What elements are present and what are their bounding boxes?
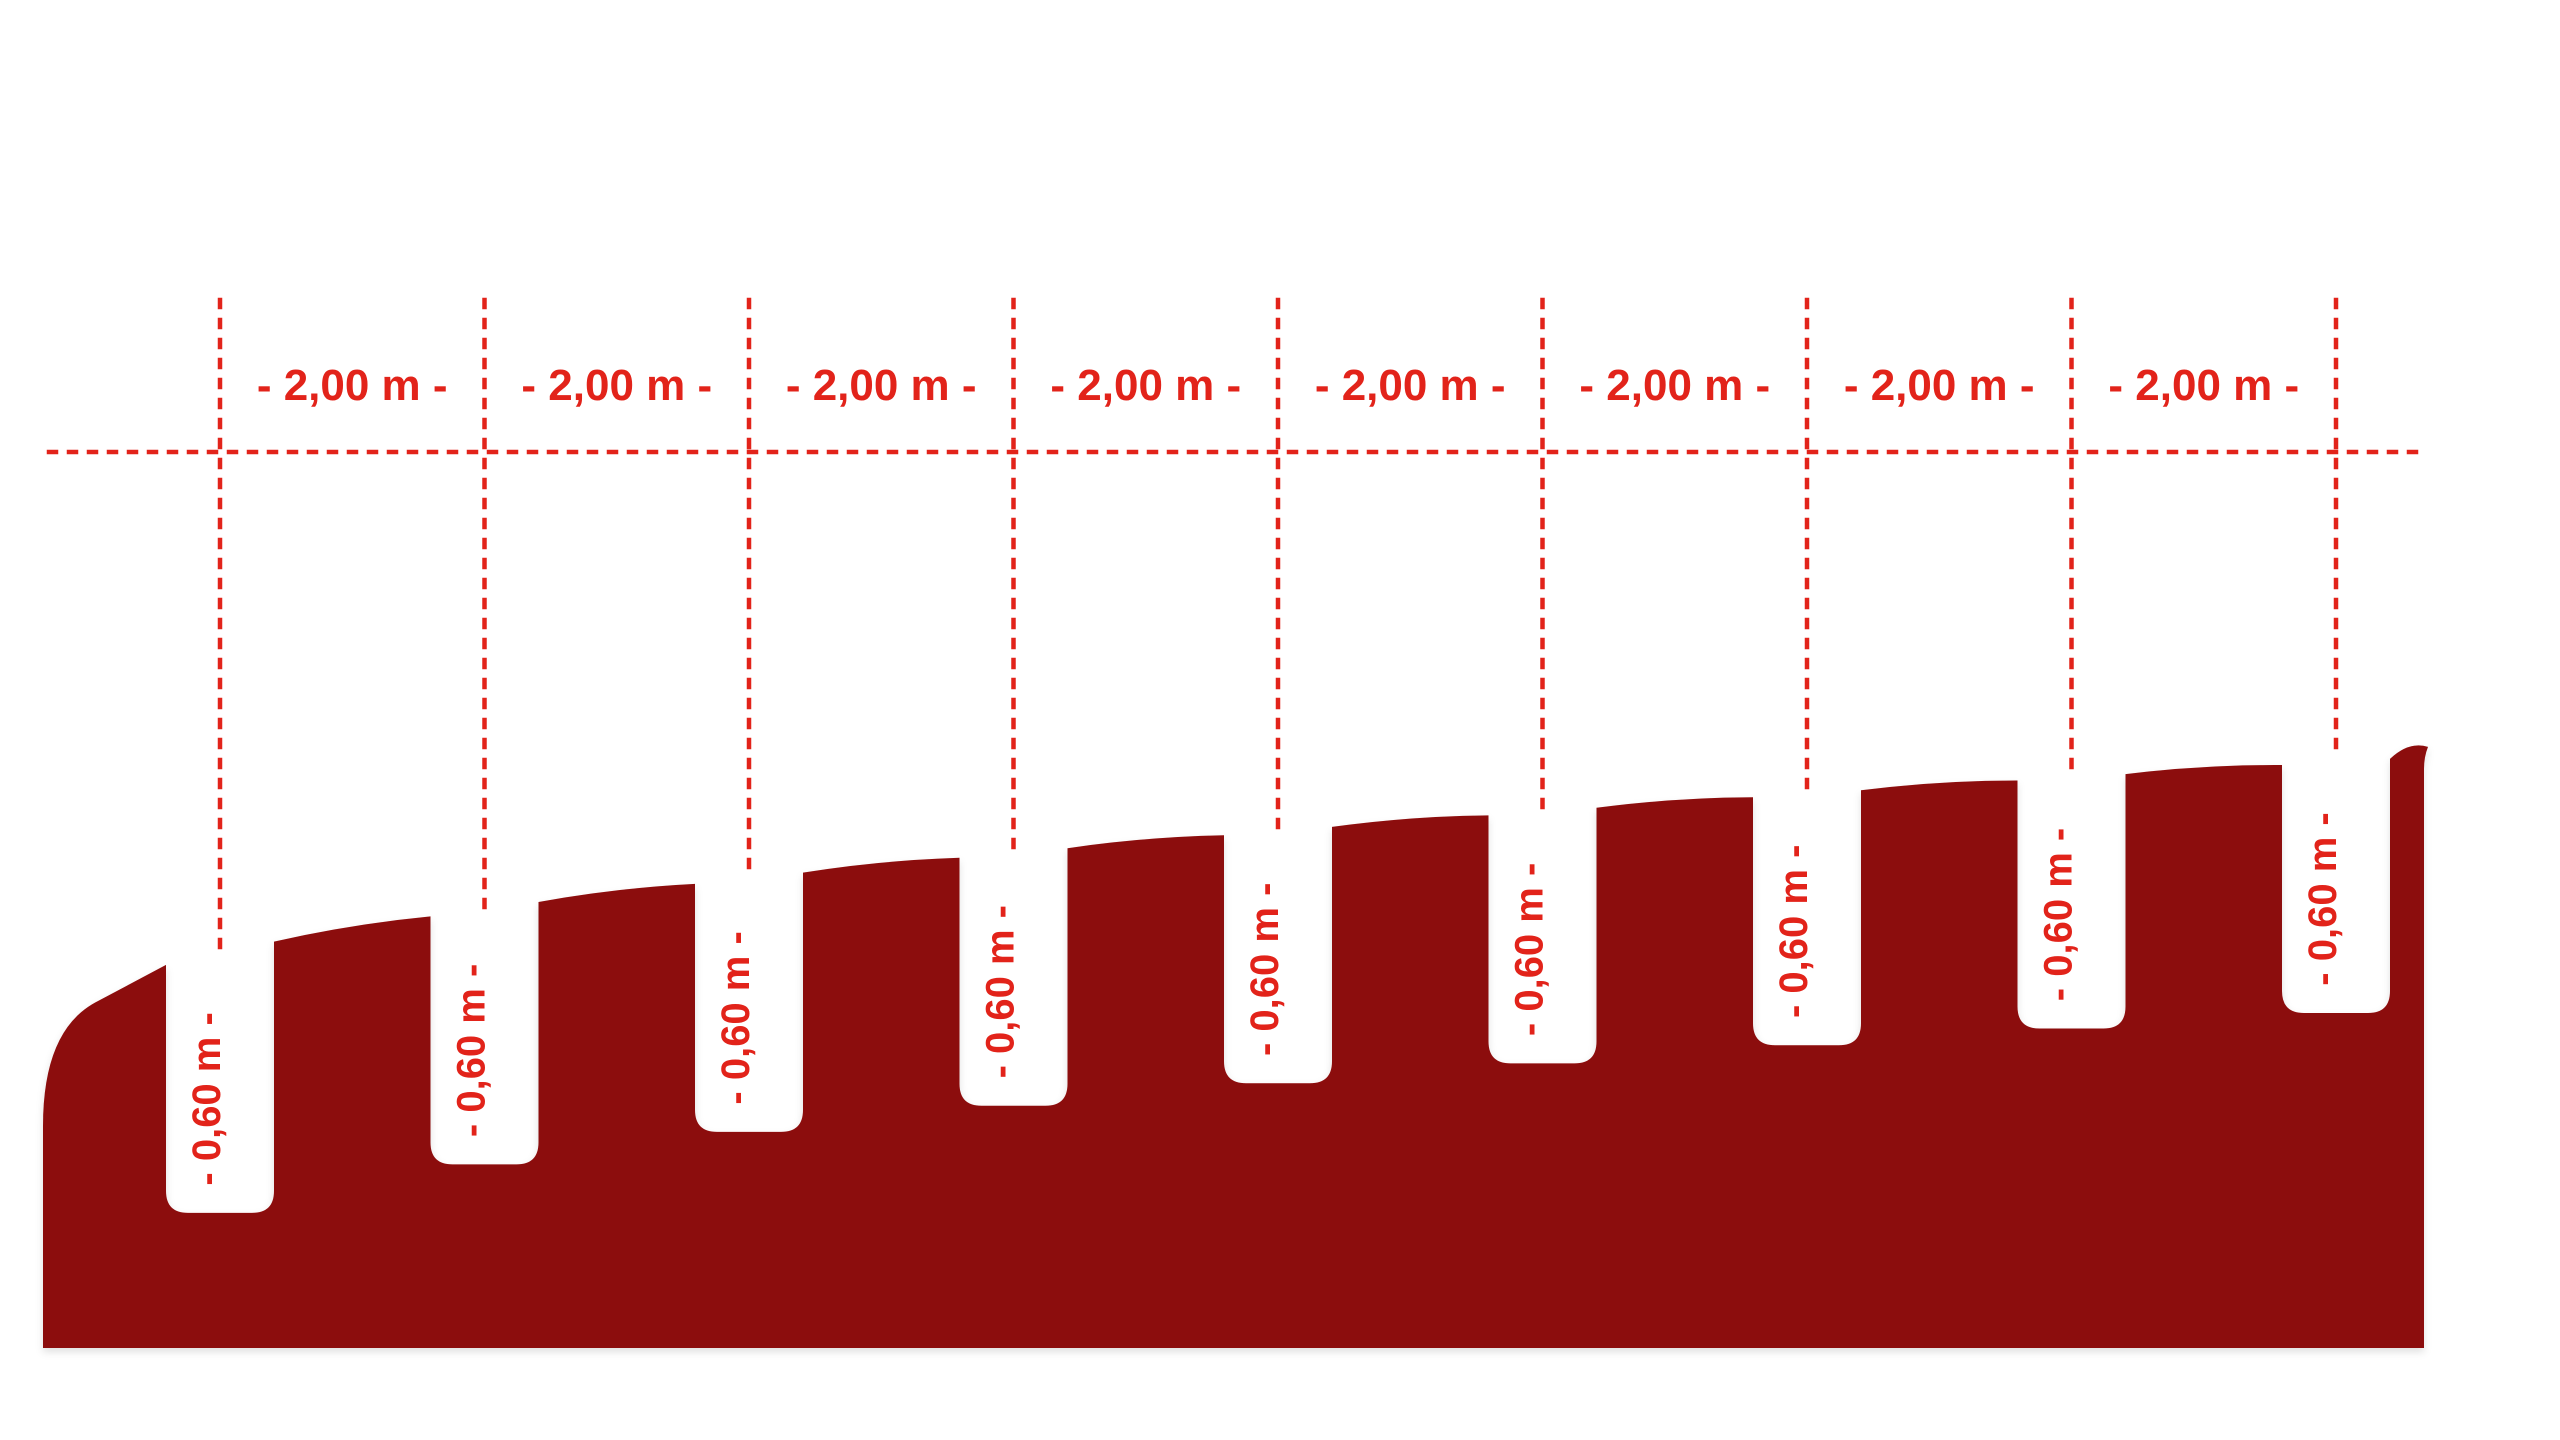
svg-text:- 2,00 m -: - 2,00 m - xyxy=(1315,361,1506,410)
svg-text:- 0,60 m -: - 0,60 m - xyxy=(1508,863,1552,1036)
svg-text:- 0,60 m -: - 0,60 m - xyxy=(979,905,1023,1078)
svg-text:- 0,60 m -: - 0,60 m - xyxy=(2037,828,2081,1001)
svg-text:- 2,00 m -: - 2,00 m - xyxy=(2108,361,2299,410)
svg-text:- 0,60 m -: - 0,60 m - xyxy=(185,1012,229,1185)
svg-text:- 2,00 m -: - 2,00 m - xyxy=(786,361,977,410)
svg-text:- 2,00 m -: - 2,00 m - xyxy=(1579,361,1770,410)
svg-text:- 0,60 m -: - 0,60 m - xyxy=(1243,883,1287,1056)
svg-text:- 2,00 m -: - 2,00 m - xyxy=(1844,361,2035,410)
svg-text:- 2,00 m -: - 2,00 m - xyxy=(257,361,448,410)
svg-text:- 0,60 m -: - 0,60 m - xyxy=(450,964,494,1137)
svg-text:- 0,60 m -: - 0,60 m - xyxy=(714,931,758,1104)
svg-text:- 0,60 m -: - 0,60 m - xyxy=(2301,812,2345,985)
svg-text:- 0,60 m -: - 0,60 m - xyxy=(1772,845,1816,1018)
svg-text:- 2,00 m -: - 2,00 m - xyxy=(1050,361,1241,410)
svg-text:- 2,00 m -: - 2,00 m - xyxy=(521,361,712,410)
